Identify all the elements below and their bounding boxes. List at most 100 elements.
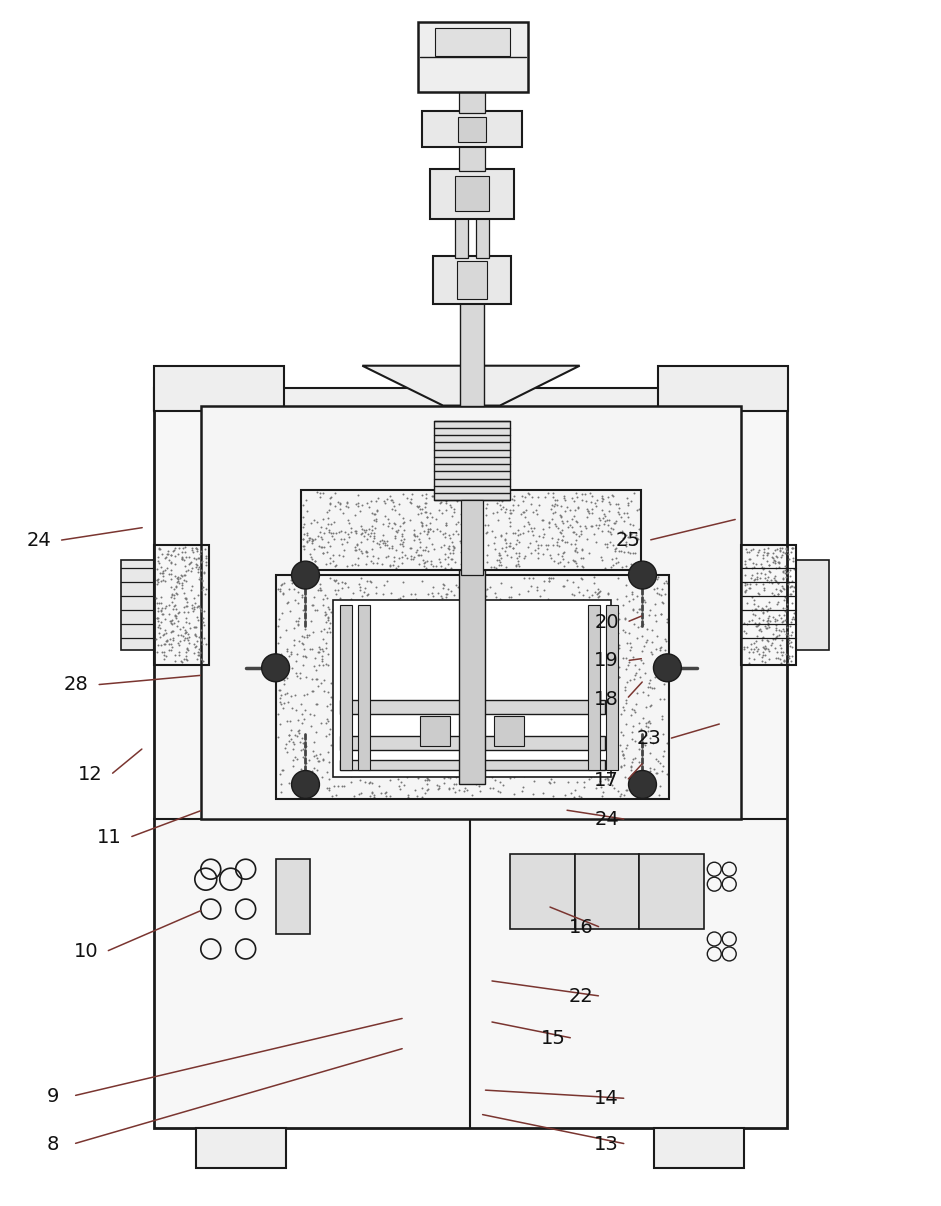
Point: [774, 630, 789, 649]
Point: [529, 725, 544, 744]
Point: [474, 570, 489, 590]
Point: [481, 535, 496, 555]
Point: [383, 771, 398, 790]
Point: [332, 686, 347, 706]
Point: [742, 543, 757, 562]
Point: [303, 639, 318, 658]
Point: [754, 621, 769, 640]
Point: [773, 650, 788, 669]
Point: [574, 731, 589, 750]
Point: [168, 608, 183, 627]
Point: [407, 780, 423, 800]
Point: [496, 498, 511, 517]
Point: [177, 538, 192, 557]
Point: [565, 510, 580, 529]
Point: [746, 591, 761, 610]
Point: [432, 699, 447, 719]
Point: [295, 517, 311, 537]
Point: [742, 550, 757, 569]
Point: [643, 761, 658, 780]
Point: [305, 784, 320, 803]
Point: [350, 755, 365, 774]
Point: [418, 484, 433, 503]
Point: [405, 596, 420, 615]
Point: [428, 621, 443, 640]
Point: [606, 712, 621, 731]
Point: [369, 747, 384, 766]
Point: [618, 780, 633, 800]
Point: [507, 637, 522, 656]
Point: [187, 617, 202, 637]
Point: [641, 685, 656, 704]
Point: [293, 668, 308, 687]
Point: [359, 543, 375, 562]
Point: [324, 487, 339, 507]
Point: [554, 714, 569, 733]
Point: [470, 550, 485, 569]
Point: [610, 614, 625, 633]
Point: [778, 539, 793, 558]
Point: [645, 572, 660, 591]
Point: [327, 739, 343, 759]
Point: [520, 581, 535, 601]
Point: [330, 636, 345, 655]
Point: [536, 703, 551, 722]
Point: [183, 561, 199, 580]
Point: [771, 573, 786, 592]
Point: [466, 724, 481, 743]
Point: [410, 693, 425, 713]
Point: [755, 638, 770, 657]
Point: [150, 575, 165, 595]
Point: [542, 568, 557, 587]
Point: [503, 693, 518, 713]
Point: [499, 533, 514, 552]
Point: [552, 649, 567, 668]
Point: [776, 569, 791, 589]
Point: [427, 652, 442, 672]
Point: [439, 500, 454, 520]
Point: [333, 624, 348, 643]
Point: [279, 654, 294, 673]
Point: [321, 769, 336, 789]
Point: [531, 544, 546, 563]
Point: [430, 644, 445, 663]
Point: [165, 637, 180, 656]
Point: [534, 742, 550, 761]
Point: [431, 680, 446, 699]
Point: [393, 691, 408, 710]
Point: [746, 570, 761, 590]
Point: [786, 581, 801, 601]
Point: [358, 579, 373, 598]
Point: [638, 663, 653, 683]
Point: [284, 658, 299, 678]
Point: [450, 642, 465, 661]
Point: [625, 646, 640, 666]
Point: [739, 624, 754, 643]
Point: [292, 724, 307, 743]
Point: [618, 660, 633, 679]
Point: [595, 500, 610, 520]
Point: [493, 555, 508, 574]
Point: [419, 774, 434, 794]
Point: [535, 520, 550, 539]
Point: [588, 515, 603, 534]
Point: [335, 777, 350, 796]
Point: [272, 627, 287, 646]
Point: [422, 528, 437, 548]
Point: [580, 499, 595, 519]
Point: [281, 726, 296, 745]
Point: [407, 548, 422, 567]
Point: [472, 519, 487, 538]
Bar: [154, 387, 787, 410]
Point: [155, 562, 170, 581]
Point: [634, 626, 649, 645]
Point: [648, 660, 663, 679]
Point: [514, 667, 529, 686]
Point: [603, 557, 618, 576]
Point: [553, 507, 568, 526]
Point: [584, 516, 599, 535]
Point: [558, 649, 573, 668]
Point: [312, 639, 327, 658]
Point: [316, 537, 331, 556]
Point: [314, 538, 329, 557]
